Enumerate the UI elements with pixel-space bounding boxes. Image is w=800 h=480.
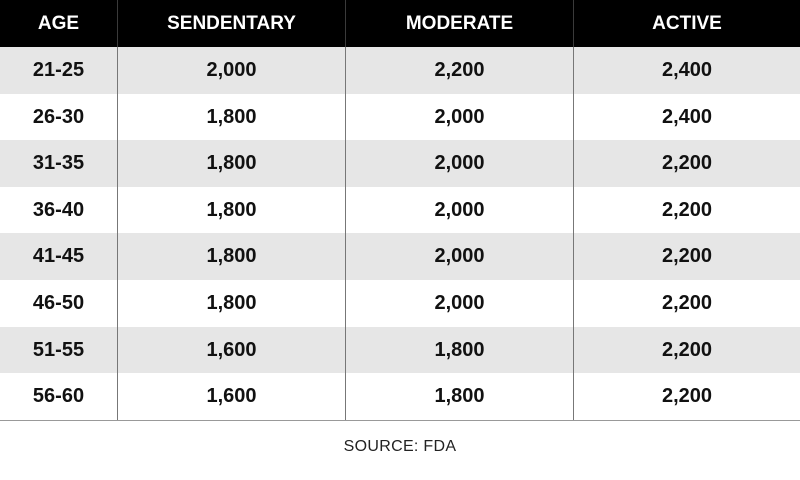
active-cell: 2,400 [661,105,713,128]
moderate-cell: 2,000 [346,233,574,281]
header-age: AGE [0,0,118,47]
moderate-cell: 2,200 [346,47,574,94]
table-row: 56-60 1,600 1,800 2,200 [0,373,800,421]
active-cell: 2,200 [661,385,713,408]
source-note: SOURCE: FDA [343,438,457,455]
moderate-cell: 1,800 [346,326,574,374]
sedentary-cell: 1,800 [118,140,346,188]
active-cell: 2,400 [661,59,713,81]
active-cell: 2,200 [661,152,713,175]
table-row: 46-50 1,800 2,000 2,200 [0,280,800,327]
moderate-cell: 2,000 [346,93,574,141]
table-row: 31-35 1,800 2,000 2,200 [0,140,800,188]
active-cell: 2,200 [661,338,713,361]
moderate-cell: 2,000 [346,140,574,188]
sedentary-cell: 1,600 [118,373,346,421]
age-cell: 26-30 [0,93,118,141]
age-cell: 51-55 [0,326,118,374]
table-row: 26-30 1,800 2,000 2,400 [0,93,800,141]
sedentary-cell: 2,000 [118,47,346,94]
sedentary-cell: 1,800 [118,93,346,141]
table-row: 36-40 1,800 2,000 2,200 [0,186,800,234]
age-cell: 46-50 [0,280,118,327]
table-row: 21-25 2,000 2,200 2,400 [0,47,800,94]
age-cell: 41-45 [0,233,118,281]
table-row: 41-45 1,800 2,000 2,200 [0,233,800,281]
age-cell: 31-35 [0,140,118,188]
sedentary-cell: 1,600 [118,326,346,374]
header-active: ACTIVE [652,12,722,34]
sedentary-cell: 1,800 [118,233,346,281]
sedentary-cell: 1,800 [118,280,346,327]
moderate-cell: 2,000 [346,186,574,234]
active-cell: 2,200 [661,245,713,268]
table-header-row: AGE SENDENTARY MODERATE ACTIVE [0,0,800,47]
sedentary-cell: 1,800 [118,186,346,234]
active-cell: 2,200 [661,292,713,314]
age-cell: 36-40 [0,186,118,234]
moderate-cell: 1,800 [346,373,574,421]
moderate-cell: 2,000 [346,280,574,327]
header-sedentary: SENDENTARY [118,0,346,47]
header-moderate: MODERATE [346,0,574,47]
table-bottom-rule [0,420,800,421]
active-cell: 2,200 [661,198,713,221]
table-row: 51-55 1,600 1,800 2,200 [0,326,800,374]
age-cell: 21-25 [0,47,118,94]
age-cell: 56-60 [0,373,118,421]
